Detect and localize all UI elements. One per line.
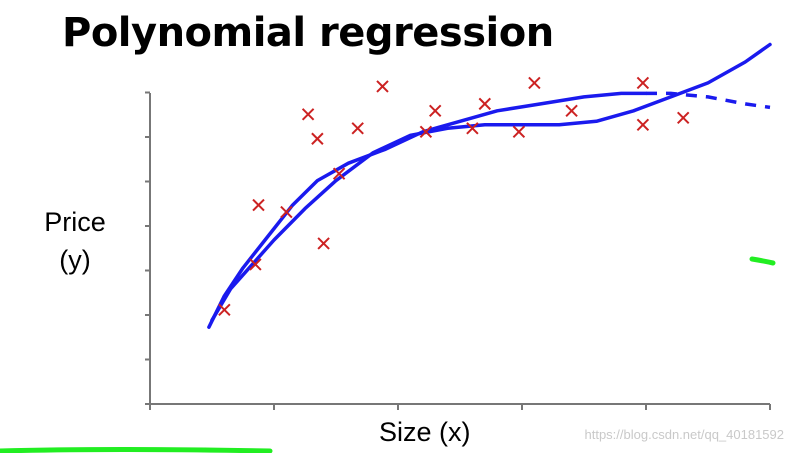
y-axis-label-line-1: Price [44,207,106,237]
data-point [317,237,330,250]
data-point [311,132,324,145]
green-mark-right [749,256,776,266]
data-point [419,125,433,138]
chart-axes [145,91,771,410]
data-point [332,167,346,180]
data-point [280,205,293,219]
watermark: https://blog.csdn.net/qq_40181592 [584,427,785,442]
data-point [676,111,690,125]
fit-curve-2 [210,42,772,322]
data-points [218,76,690,316]
data-point [301,108,315,121]
data-point [252,198,265,212]
data-point [528,76,541,90]
fit-curve-1-dashed [646,91,771,110]
fit-curve-1 [207,91,648,329]
data-point [218,303,231,316]
data-point [636,76,650,90]
data-point [466,122,479,135]
data-point [565,104,578,118]
data-point [428,104,442,118]
y-axis-label-line-2: (y) [59,245,91,275]
data-point [249,258,262,271]
x-axis-label: Size (x) [379,417,471,447]
fit-curves [207,42,772,329]
data-point [376,80,389,93]
green-marks [0,256,776,453]
page-title: Polynomial regression [62,10,554,56]
data-point [512,125,526,138]
data-point [351,122,364,135]
data-point [636,118,650,132]
data-point [478,97,492,111]
green-mark-bottom [0,447,273,453]
y-axis-label: Price (y) [30,203,120,279]
